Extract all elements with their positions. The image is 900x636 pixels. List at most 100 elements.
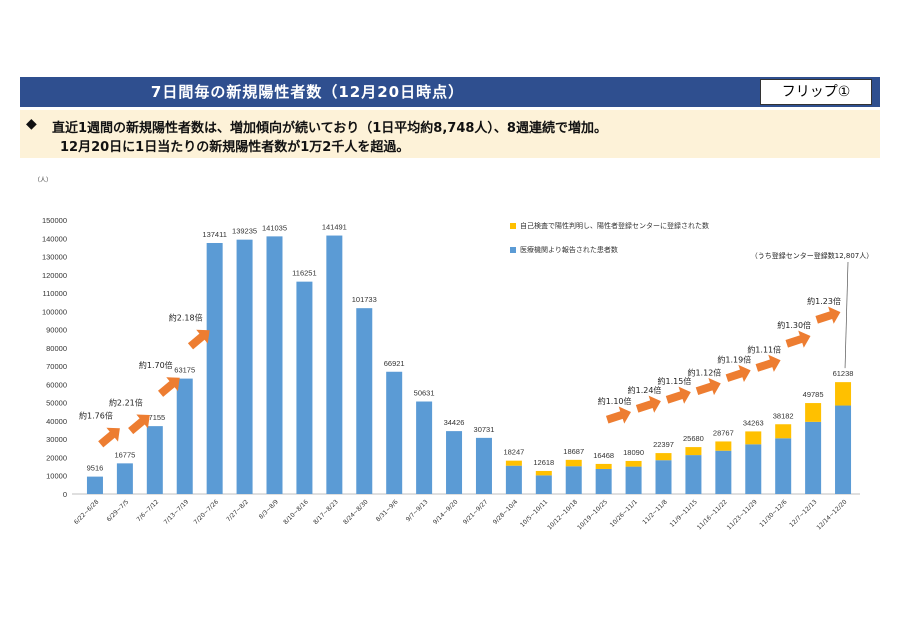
data-label-total: 141491 xyxy=(322,223,347,232)
x-tick-label: 10/26~11/1 xyxy=(609,498,639,528)
ratio-arrow-icon xyxy=(725,364,751,383)
ratio-label: 約1.15倍 xyxy=(658,376,692,386)
ratio-arrow-icon xyxy=(695,377,721,396)
x-tick-label: 7/13~7/19 xyxy=(163,498,191,526)
data-label-total: 30731 xyxy=(474,425,495,434)
x-tick-label: 6/29~7/5 xyxy=(105,498,130,523)
x-tick-label: 9/7~9/13 xyxy=(405,498,430,523)
ratio-label: 約1.10倍 xyxy=(598,396,632,406)
bar-medical xyxy=(745,444,762,494)
x-tick-label: 9/14~9/20 xyxy=(432,498,460,526)
bar-medical xyxy=(685,455,702,494)
data-label-total: 50631 xyxy=(414,389,435,398)
data-label-total: 34263 xyxy=(743,418,764,427)
y-tick-label: 90000 xyxy=(46,326,67,335)
bar-medical xyxy=(176,378,193,494)
ratio-arrow-icon xyxy=(815,306,841,324)
x-tick-label: 6/22~6/28 xyxy=(73,498,101,526)
x-tick-label: 9/28~10/4 xyxy=(492,498,520,526)
flip-label: フリップ① xyxy=(760,79,872,105)
data-label-total: 137411 xyxy=(202,230,226,239)
bar-self-test xyxy=(745,431,762,445)
ratio-label: 約2.18倍 xyxy=(169,313,203,323)
data-label-total: 18687 xyxy=(563,447,584,456)
data-label-total: 49785 xyxy=(803,390,824,399)
bar-chart: （人） 0 10000 20000 30000 40000 50000 60000 70000 8… xyxy=(34,177,874,531)
data-label-total: 28767 xyxy=(713,428,734,437)
bar-self-test xyxy=(505,460,522,466)
x-tick-label: 11/23~11/29 xyxy=(726,498,759,531)
data-label-total: 38182 xyxy=(773,411,794,420)
summary-line-2: 12月20日に1日当たりの新規陽性者数が1万2千人を超過。 xyxy=(60,140,410,155)
summary-bullet: ◆ xyxy=(26,116,37,132)
x-tick-label: 11/16~11/22 xyxy=(696,498,729,531)
data-label-total: 139235 xyxy=(232,227,257,236)
bar-self-test xyxy=(535,470,552,476)
ratio-arrow-icon xyxy=(187,329,210,350)
ratio-label: 約1.11倍 xyxy=(747,344,781,354)
bar-medical xyxy=(266,236,283,494)
bar-medical xyxy=(835,405,852,494)
y-tick-label: 60000 xyxy=(46,380,67,389)
y-tick-label: 10000 xyxy=(46,472,67,481)
bar-medical xyxy=(356,308,373,494)
data-label-total: 141035 xyxy=(262,223,287,232)
x-tick-label: 8/17~8/23 xyxy=(312,498,340,526)
ratio-arrow-icon xyxy=(665,386,691,404)
y-tick-label: 30000 xyxy=(46,435,67,444)
x-tick-label: 7/20~7/26 xyxy=(193,498,221,526)
bar-medical xyxy=(715,450,732,494)
x-tick-label: 12/14~12/20 xyxy=(815,498,848,531)
x-tick-label: 10/12~10/18 xyxy=(546,498,579,531)
bar-medical xyxy=(206,242,223,494)
data-label-total: 37155 xyxy=(144,413,165,422)
y-tick-label: 80000 xyxy=(46,344,67,353)
ratio-label: 約1.19倍 xyxy=(717,354,751,364)
data-label-total: 61238 xyxy=(833,369,854,378)
ratio-label: 約1.70倍 xyxy=(139,360,173,370)
data-label-total: 18247 xyxy=(503,448,524,457)
x-tick-label: 8/31~9/6 xyxy=(375,498,400,523)
ratio-label: 約1.12倍 xyxy=(687,367,721,377)
legend-swatch-blue xyxy=(510,247,516,253)
bar-medical xyxy=(116,463,133,494)
summary-box xyxy=(20,110,880,158)
x-tick-label: 7/27~8/2 xyxy=(225,498,250,523)
data-label-total: 116251 xyxy=(292,269,316,278)
data-label-total: 16775 xyxy=(114,450,135,459)
y-tick-label: 40000 xyxy=(46,417,67,426)
data-label-total: 25680 xyxy=(683,434,704,443)
bar-medical xyxy=(625,466,642,494)
bar-medical xyxy=(805,421,822,494)
bar-self-test xyxy=(715,441,732,451)
ratio-arrow-icon xyxy=(128,414,150,435)
y-tick-label: 140000 xyxy=(42,234,67,243)
ratio-label: 約1.76倍 xyxy=(79,411,113,421)
legend-label-self-test: 自己検査で陽性判明し、陽性者登録センターに登録された数 xyxy=(520,222,709,230)
bar-self-test xyxy=(685,447,702,456)
bar-medical xyxy=(296,281,313,494)
callout-label: （うち登録センター登録数12,807人） xyxy=(751,251,874,260)
bar-self-test xyxy=(565,459,582,467)
bar-medical xyxy=(475,437,492,494)
bar-self-test xyxy=(835,382,852,406)
x-tick-label: 8/3~8/9 xyxy=(258,498,280,520)
bar-medical xyxy=(386,371,403,494)
x-tick-label: 10/19~10/25 xyxy=(576,498,609,531)
y-tick-label: 70000 xyxy=(46,362,67,371)
ratio-label: 約1.24倍 xyxy=(628,385,662,395)
x-tick-label: 11/9~11/15 xyxy=(669,498,699,528)
x-tick-label: 7/6~7/12 xyxy=(135,498,160,523)
bar-self-test xyxy=(655,453,672,461)
data-label-total: 63175 xyxy=(174,366,195,375)
y-axis-unit-label: （人） xyxy=(34,177,52,184)
data-label-total: 16468 xyxy=(593,451,614,460)
x-tick-label: 10/5~10/11 xyxy=(519,498,549,528)
x-tick-label: 8/24~8/30 xyxy=(342,498,370,526)
bar-self-test xyxy=(805,403,822,422)
page-title: 7日間毎の新規陽性者数（12月20日時点） xyxy=(150,83,465,101)
data-label-total: 12618 xyxy=(533,458,554,467)
data-label-total: 22397 xyxy=(653,440,674,449)
bar-medical xyxy=(565,466,582,494)
data-label-total: 34426 xyxy=(444,418,465,427)
